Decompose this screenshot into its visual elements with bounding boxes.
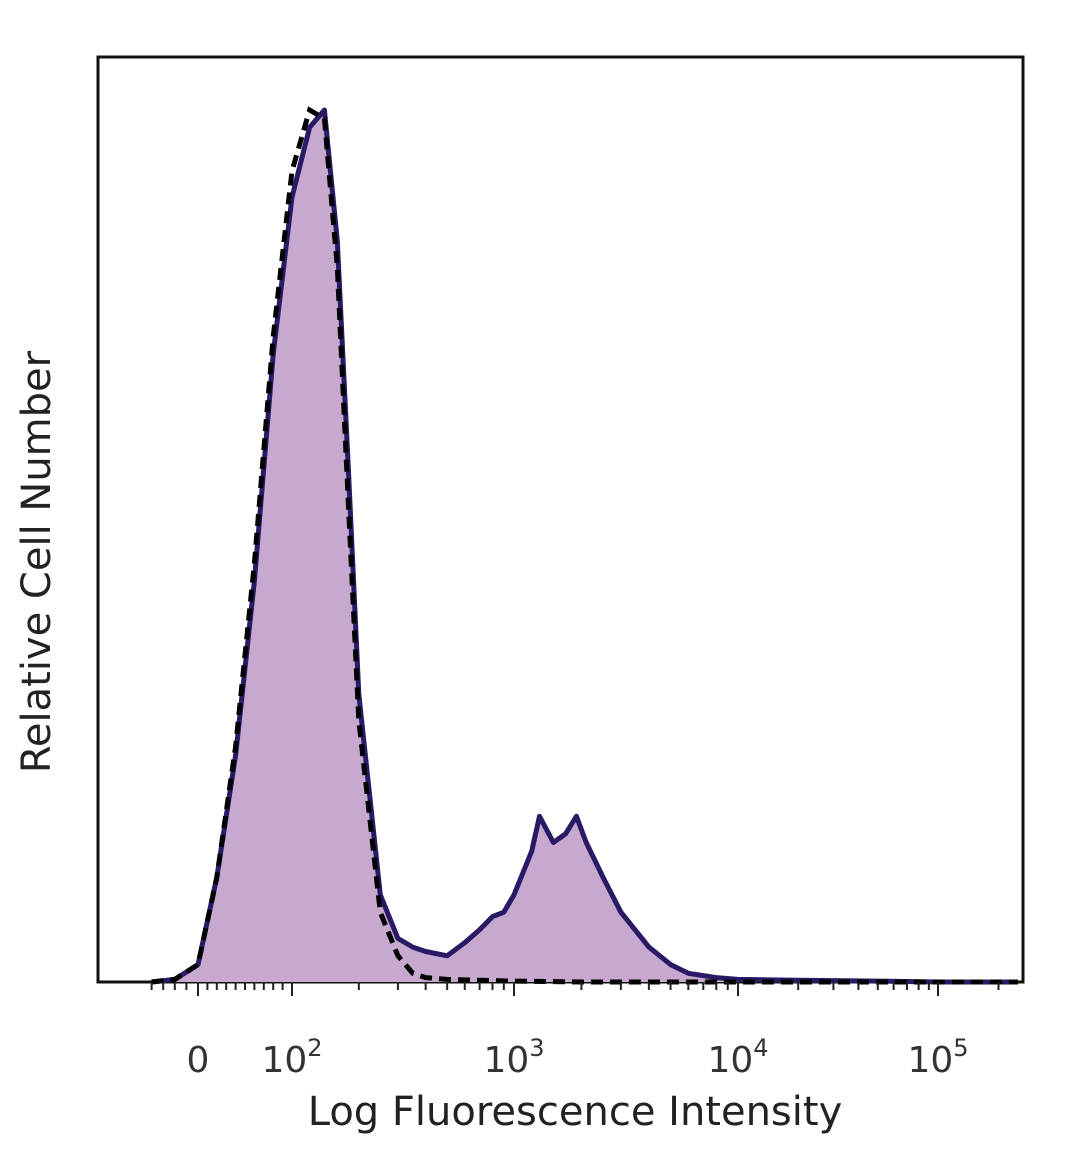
- x-tick-label: 0: [187, 1040, 210, 1081]
- x-tick-label: 105: [907, 1034, 968, 1081]
- stained-histogram-fill: [151, 110, 1019, 982]
- x-tick-label: 103: [483, 1034, 544, 1081]
- y-axis-title: Relative Cell Number: [14, 350, 60, 773]
- x-axis-tick-labels: 0 102 103 104 105: [187, 1034, 969, 1081]
- x-tick-label: 104: [707, 1034, 768, 1081]
- plot-area: [96, 55, 1025, 996]
- x-axis-ticks: [150, 982, 1000, 996]
- x-axis-title: Log Fluorescence Intensity: [308, 1089, 843, 1135]
- x-tick-label: 102: [261, 1034, 322, 1081]
